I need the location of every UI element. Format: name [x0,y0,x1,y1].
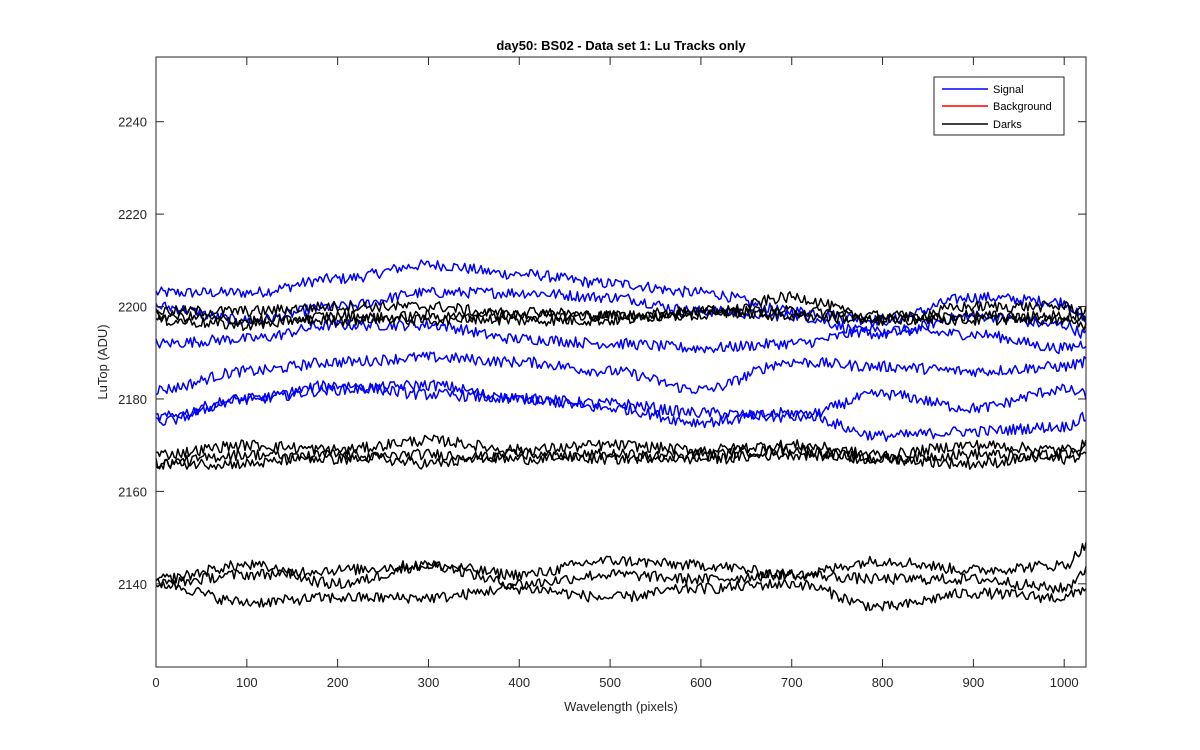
tick-layer: 0 100 200 300 400 500 600 700 800 900 1000 2140 2160… [118,57,1086,690]
legend: Signal Background Darks [933,76,1065,136]
x-tick-label: 600 [690,675,712,690]
series-line-darks-9 [155,305,1087,332]
series-line-darks-15 [155,578,1087,612]
y-tick-label: 2240 [118,115,147,130]
series-line-darks-13 [155,542,1087,589]
axes-box [155,56,1087,668]
series-line-darks-11 [155,448,1087,470]
legend-label-background: Background [993,101,1052,113]
series-line-signal-4 [155,351,1087,396]
y-tick-label: 2200 [118,300,147,315]
series-line-signal-3 [155,319,1087,355]
x-tick-label: 800 [872,675,894,690]
x-tick-label: 300 [418,675,440,690]
x-tick-label: 500 [599,675,621,690]
x-tick-label: 1000 [1050,675,1079,690]
x-tick-label: 700 [781,675,803,690]
x-tick-label: 100 [236,675,258,690]
plot-area [156,57,1086,667]
chart-title: day50: BS02 - Data set 1: Lu Tracks only [496,38,746,53]
x-axis-label: Wavelength (pixels) [564,699,678,714]
series-line-darks-8 [155,304,1087,327]
x-tick-label: 900 [963,675,985,690]
legend-label-signal: Signal [993,84,1024,96]
series-line-darks-12 [155,443,1087,470]
x-tick-label: 200 [327,675,349,690]
y-tick-label: 2180 [118,392,147,407]
y-axis-label: LuTop (ADU) [95,324,110,399]
x-tick-label: 0 [152,675,159,690]
series-line-signal-1 [155,259,1087,326]
y-tick-label: 2220 [118,207,147,222]
x-tick-label: 400 [508,675,530,690]
series-line-darks-10 [156,434,1087,461]
y-tick-label: 2160 [118,484,147,499]
y-tick-label: 2140 [118,577,147,592]
series-layer [155,259,1087,612]
legend-label-darks: Darks [993,119,1022,131]
series-line-signal-6 [155,380,1087,443]
series-line-darks-14 [155,560,1087,594]
